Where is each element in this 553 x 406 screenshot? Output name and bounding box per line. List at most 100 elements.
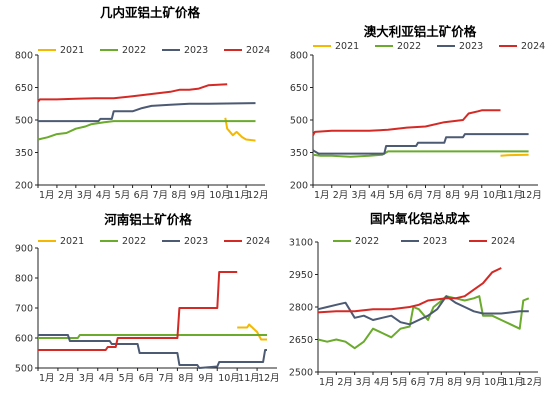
x-tick-label: 6月 [408, 190, 424, 201]
x-tick-label: 3月 [79, 373, 95, 384]
series-line-2022 [317, 295, 530, 350]
y-tick-label: 650 [290, 83, 308, 94]
x-tick-label: 1月 [39, 190, 55, 201]
x-tick-label: 1月 [39, 373, 55, 384]
series-line-2022 [38, 334, 267, 339]
y-tick-label: 500 [15, 116, 33, 127]
legend-label-2024: 2024 [491, 236, 515, 247]
chart-title: 几内亚铝土矿价格 [100, 5, 201, 20]
y-tick-label: 600 [15, 334, 33, 345]
x-tick-label: 1月 [314, 190, 330, 201]
series-line-2022 [312, 150, 529, 158]
x-tick-label: 9月 [466, 377, 482, 388]
x-tick-label: 2月 [59, 373, 75, 384]
x-tick-label: 12月 [258, 373, 280, 384]
x-tick-label: 6月 [134, 190, 150, 201]
x-tick-label: 5月 [392, 377, 408, 388]
legend-label-2022: 2022 [355, 236, 379, 247]
x-tick-label: 7月 [159, 373, 175, 384]
x-tick-label: 6月 [411, 377, 427, 388]
x-tick-label: 5月 [389, 190, 405, 201]
legend-label-2022: 2022 [122, 236, 146, 247]
y-tick-label: 800 [15, 51, 33, 62]
x-tick-label: 7月 [429, 377, 445, 388]
legend-label-2021: 2021 [335, 41, 359, 52]
x-tick-label: 9月 [464, 190, 480, 201]
chart-title: 澳大利亚铝土矿价格 [364, 24, 477, 39]
x-tick-label: 4月 [96, 190, 112, 201]
y-tick-label: 200 [15, 181, 33, 192]
series-line-2024 [37, 83, 228, 103]
chart-title: 国内氧化铝总成本 [370, 211, 471, 226]
legend-label-2022: 2022 [397, 41, 421, 52]
y-tick-label: 650 [15, 83, 33, 94]
x-tick-label: 10月 [218, 373, 240, 384]
x-tick-label: 4月 [374, 377, 390, 388]
x-tick-label: 11月 [228, 190, 250, 201]
x-tick-label: 12月 [520, 190, 542, 201]
x-tick-label: 2月 [337, 377, 353, 388]
series-line-2023 [317, 295, 529, 326]
x-tick-label: 8月 [447, 377, 463, 388]
series-line-2021 [237, 323, 267, 341]
x-tick-label: 11月 [502, 377, 524, 388]
legend-label-2024: 2024 [246, 45, 270, 56]
x-tick-label: 10月 [483, 190, 505, 201]
series-line-2024 [38, 271, 238, 351]
y-tick-label: 500 [15, 364, 33, 375]
x-tick-label: 1月 [319, 377, 335, 388]
legend-label-2024: 2024 [521, 41, 545, 52]
legend-label-2023: 2023 [459, 41, 483, 52]
series-line-2024 [317, 267, 502, 314]
x-tick-label: 5月 [119, 373, 135, 384]
series-line-2023 [312, 133, 529, 155]
y-tick-label: 2800 [289, 303, 313, 314]
x-tick-label: 10月 [209, 190, 231, 201]
x-tick-label: 7月 [153, 190, 169, 201]
x-tick-label: 4月 [370, 190, 386, 201]
x-tick-label: 9月 [198, 373, 214, 384]
x-tick-label: 8月 [178, 373, 194, 384]
y-tick-label: 500 [290, 116, 308, 127]
x-tick-label: 8月 [445, 190, 461, 201]
y-tick-label: 200 [290, 181, 308, 192]
y-tick-label: 2500 [289, 368, 313, 379]
x-tick-label: 11月 [238, 373, 260, 384]
x-tick-label: 3月 [356, 377, 372, 388]
legend-label-2021: 2021 [60, 236, 84, 247]
series-line-2021 [224, 117, 256, 142]
x-tick-label: 11月 [502, 190, 524, 201]
legend-label-2022: 2022 [122, 45, 146, 56]
legend-label-2023: 2023 [184, 45, 208, 56]
x-tick-label: 6月 [139, 373, 155, 384]
series-line-2023 [38, 334, 267, 369]
x-tick-label: 3月 [77, 190, 93, 201]
series-line-2022 [37, 120, 256, 141]
chart-title: 河南铝土矿价格 [104, 212, 192, 227]
y-tick-label: 3100 [289, 238, 313, 249]
y-tick-label: 800 [290, 51, 308, 62]
x-tick-label: 7月 [427, 190, 443, 201]
x-tick-label: 2月 [333, 190, 349, 201]
x-tick-label: 3月 [352, 190, 368, 201]
legend-label-2023: 2023 [423, 236, 447, 247]
x-tick-label: 5月 [115, 190, 131, 201]
x-tick-label: 8月 [171, 190, 187, 201]
y-tick-label: 2950 [289, 270, 313, 281]
series-line-2021 [500, 153, 529, 157]
y-tick-label: 900 [15, 244, 33, 255]
x-tick-label: 12月 [247, 190, 269, 201]
y-tick-label: 700 [15, 304, 33, 315]
y-tick-label: 350 [290, 148, 308, 159]
x-tick-label: 4月 [99, 373, 115, 384]
y-tick-label: 800 [15, 274, 33, 285]
x-tick-label: 2月 [58, 190, 74, 201]
y-tick-label: 2650 [289, 335, 313, 346]
y-tick-label: 350 [15, 148, 33, 159]
legend-label-2024: 2024 [246, 236, 270, 247]
x-tick-label: 9月 [190, 190, 206, 201]
legend-label-2023: 2023 [184, 236, 208, 247]
series-line-2023 [38, 102, 256, 123]
series-line-2024 [312, 109, 501, 136]
